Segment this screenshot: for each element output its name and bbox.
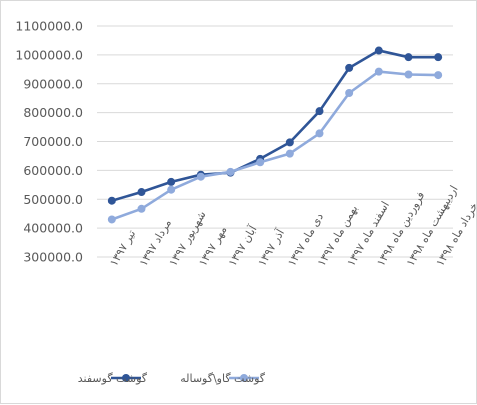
- y-tick-label: 400000.0: [23, 221, 83, 236]
- legend-item: گوشت گوسفند: [78, 372, 148, 385]
- data-point: [434, 71, 443, 80]
- legend-swatch-marker: [240, 374, 248, 382]
- y-tick-label: 1100000.0: [15, 19, 83, 34]
- legend-item: گوشت گاو\گوساله: [180, 372, 266, 385]
- y-tick-label: 900000.0: [23, 76, 83, 91]
- series-2: [107, 67, 443, 224]
- series-1: [107, 46, 443, 205]
- legend-swatch-marker: [122, 374, 130, 382]
- data-point: [167, 177, 176, 186]
- data-point: [226, 167, 235, 176]
- y-tick-label: 700000.0: [23, 134, 83, 149]
- data-point: [345, 63, 354, 72]
- x-tick-label: تیر ۱۳۹۷: [107, 228, 138, 269]
- series-line: [110, 70, 440, 221]
- y-axis: 300000.0 400000.0 500000.0 600000.0 700000.0…: [15, 19, 83, 265]
- data-point: [404, 70, 413, 79]
- series-line: [110, 49, 440, 202]
- data-point: [404, 53, 413, 62]
- legend-label: گوشت گوسفند: [78, 372, 148, 385]
- x-tick-label: آذر ۱۳۹۷: [255, 226, 288, 269]
- legend: گوشت گاو\گوساله گوشت گوسفند: [78, 372, 266, 385]
- data-point: [256, 158, 265, 167]
- data-point: [196, 172, 205, 181]
- data-point: [285, 149, 294, 158]
- data-point: [137, 188, 146, 197]
- data-point: [374, 67, 383, 76]
- y-tick-label: 500000.0: [23, 192, 83, 207]
- x-tick-label: مهر ۱۳۹۷: [196, 224, 229, 269]
- y-tick-label: 600000.0: [23, 163, 83, 178]
- data-point: [374, 46, 383, 55]
- data-point: [315, 129, 324, 138]
- y-tick-label: 1000000.0: [15, 47, 83, 62]
- data-point: [107, 215, 116, 224]
- data-point: [285, 138, 294, 147]
- data-point: [107, 196, 116, 205]
- legend-label: گوشت گاو\گوساله: [180, 372, 266, 385]
- y-tick-label: 800000.0: [23, 105, 83, 120]
- y-tick-label: 300000.0: [23, 250, 83, 265]
- data-point: [167, 185, 176, 194]
- data-point: [345, 88, 354, 97]
- data-point: [137, 204, 146, 213]
- data-point: [315, 107, 324, 116]
- data-point: [434, 53, 443, 62]
- series-lines: [107, 46, 443, 224]
